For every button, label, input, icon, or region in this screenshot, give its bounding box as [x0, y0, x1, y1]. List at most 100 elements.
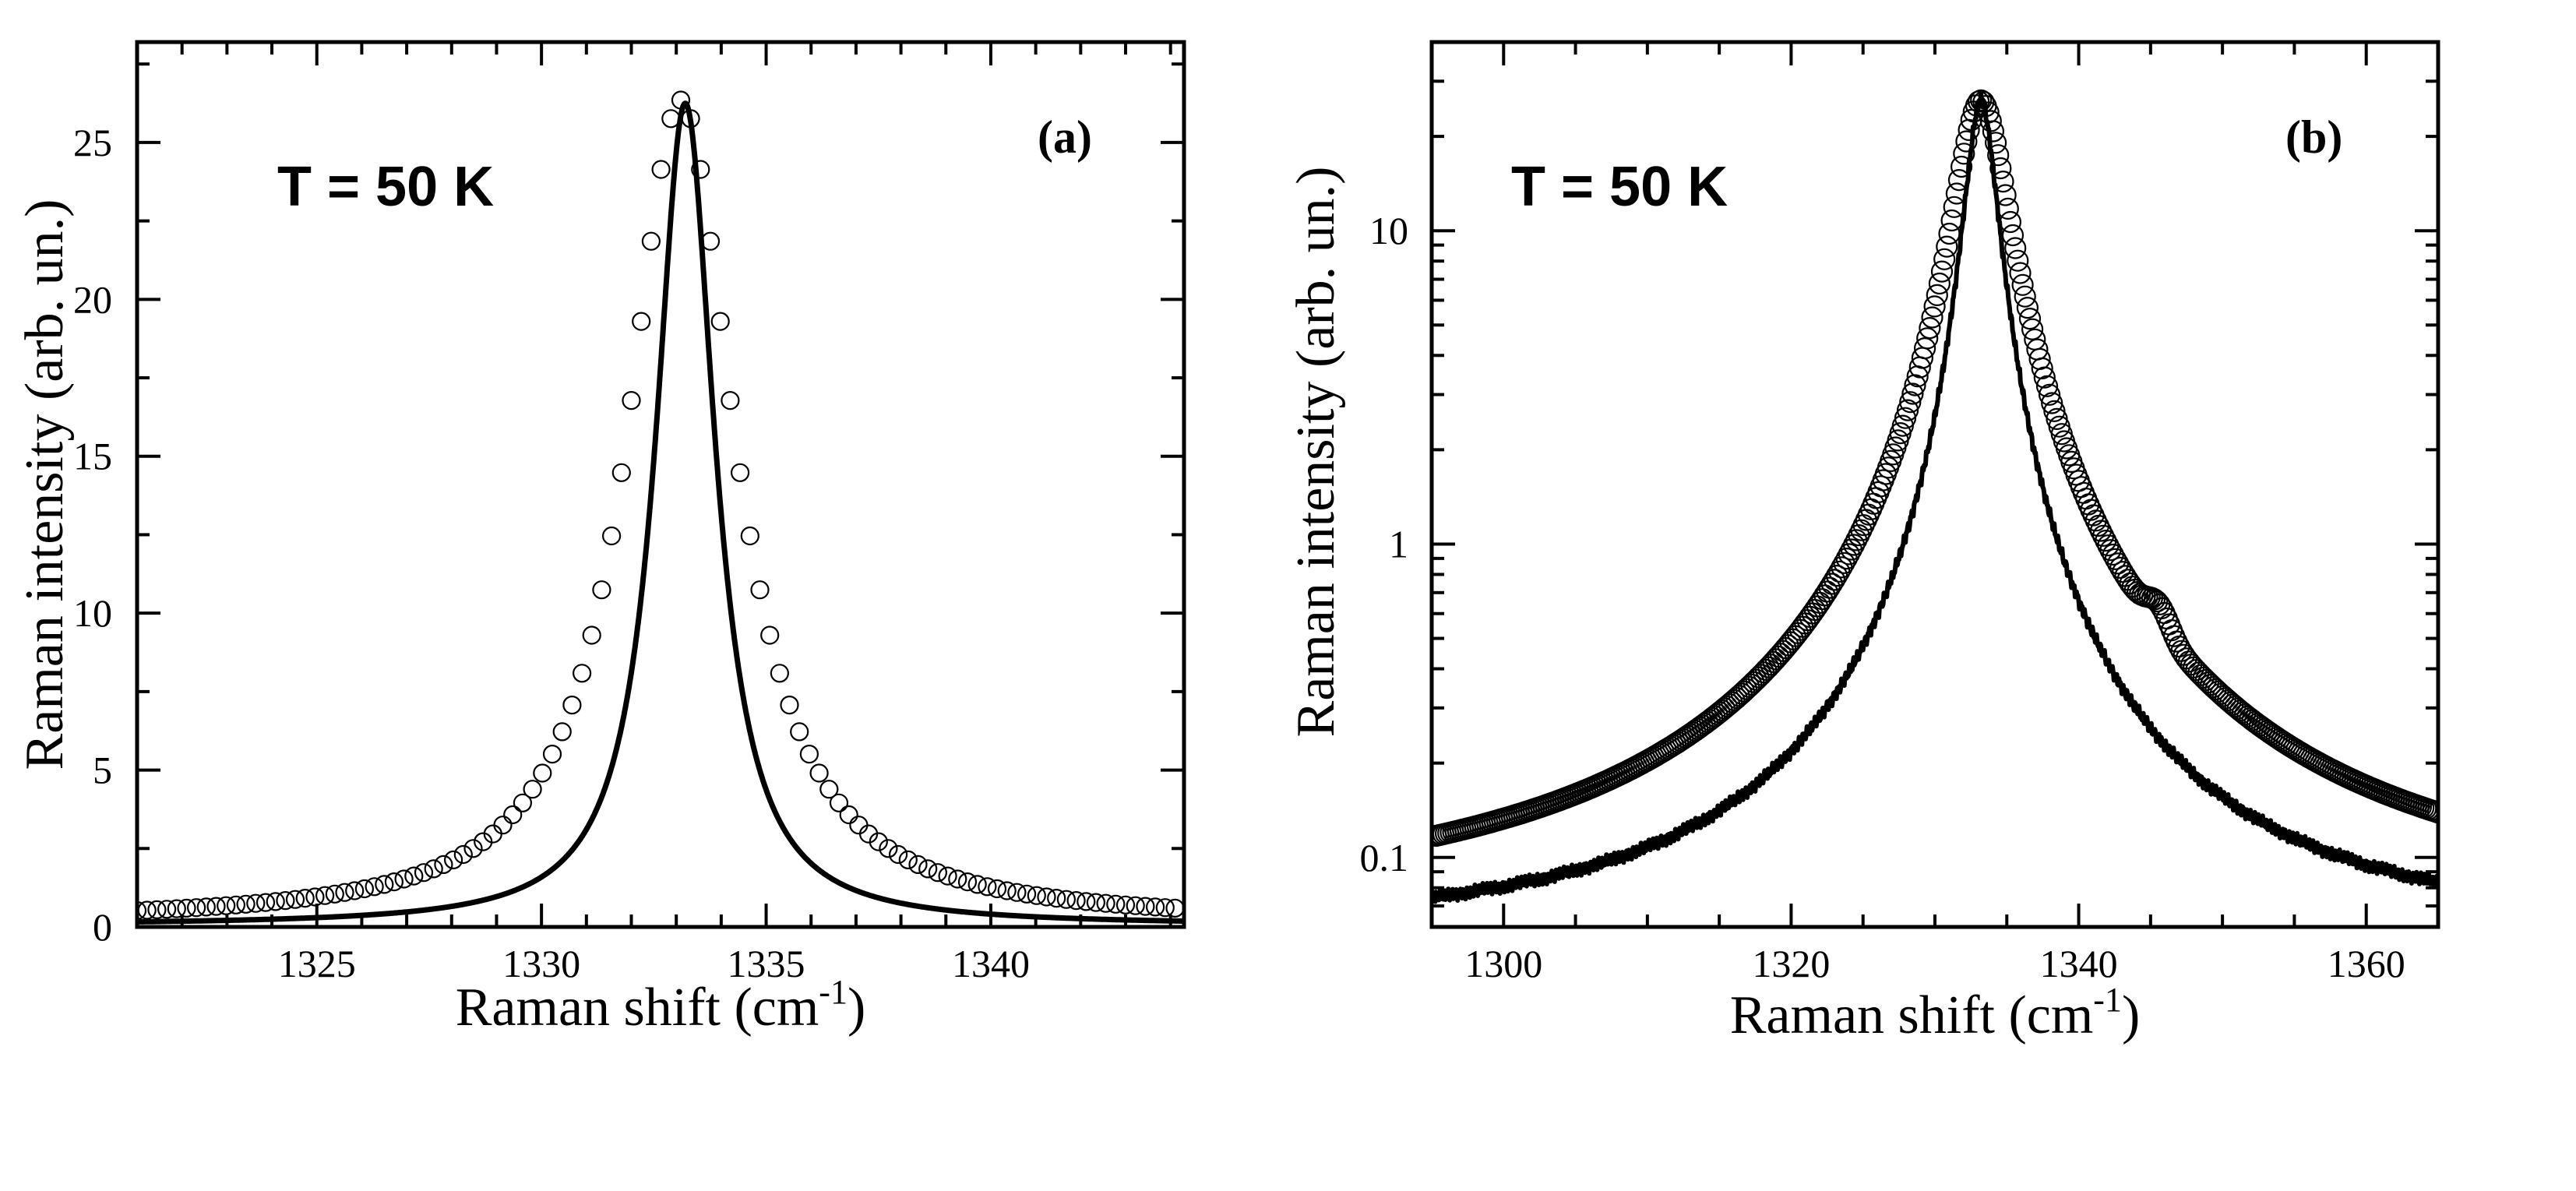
data-point: [879, 839, 898, 858]
x-axis-label-superscript: -1: [2093, 981, 2122, 1019]
x-tick-label: 1330: [502, 942, 580, 985]
data-point: [1136, 897, 1155, 916]
data-point: [187, 898, 206, 918]
data-point: [137, 900, 147, 921]
data-point: [622, 390, 641, 411]
data-point: [443, 850, 463, 870]
x-tick-label: 1340: [952, 942, 1030, 985]
data-point: [167, 899, 186, 918]
data-point: [513, 793, 533, 812]
data-point: [295, 888, 315, 908]
data-point: [1096, 893, 1115, 913]
data-point: [839, 805, 858, 825]
data-point: [315, 886, 335, 905]
data-point: [1813, 584, 1836, 607]
data-point: [1923, 295, 1946, 318]
data-point: [2016, 297, 2039, 319]
data-point: [1921, 306, 1943, 329]
panel-label: (a): [1038, 111, 1092, 163]
data-point: [1027, 886, 1046, 905]
data-point: [2011, 273, 2034, 296]
data-point: [1077, 892, 1096, 911]
data-point: [246, 893, 266, 913]
data-point: [414, 863, 434, 883]
data-point: [849, 816, 869, 835]
data-point: [137, 900, 157, 920]
series-layer: [1432, 89, 2438, 904]
data-point: [1938, 222, 1961, 245]
y-axis-label: Raman intensity (arb. un.): [1286, 167, 1346, 738]
x-tick-label: 1320: [1752, 942, 1830, 985]
data-point: [375, 875, 394, 894]
y-tick-label: 1: [1389, 522, 1408, 566]
panel-label: (b): [2285, 111, 2342, 163]
y-tick-label: 20: [73, 277, 112, 321]
data-point: [1850, 519, 1873, 541]
data-point: [533, 763, 552, 783]
data-point: [2084, 509, 2107, 532]
data-point: [1066, 890, 1086, 911]
data-point: [354, 879, 374, 899]
x-axis-label-text: Raman shift (cm: [1730, 985, 2094, 1045]
data-point: [305, 887, 325, 907]
data-point: [780, 695, 799, 715]
data-point: [1901, 382, 1924, 405]
data-point: [1086, 893, 1106, 912]
x-axis-label-end: ): [2122, 985, 2140, 1045]
data-point: [819, 780, 839, 799]
data-point: [2426, 802, 2438, 824]
data-point: [2087, 514, 2109, 537]
data-point: [2007, 249, 2029, 272]
data-point: [691, 160, 710, 179]
data-point: [829, 793, 849, 812]
data-point: [1970, 89, 1993, 111]
data-point: [542, 744, 562, 764]
data-point: [957, 872, 978, 892]
data-point: [888, 844, 908, 865]
data-point: [226, 895, 245, 914]
data-point: [394, 869, 414, 889]
data-point: [2043, 400, 2066, 422]
x-tick-label: 1300: [1464, 942, 1542, 985]
data-point: [335, 883, 354, 902]
data-point: [582, 625, 601, 645]
data-point: [157, 900, 177, 919]
data-point: [641, 231, 661, 251]
data-point: [948, 869, 967, 889]
y-tick-label: 10: [1369, 209, 1408, 252]
data-point: [424, 859, 443, 879]
data-point: [266, 892, 285, 911]
data-point: [1165, 898, 1184, 918]
data-point: [325, 884, 344, 904]
data-point: [721, 390, 740, 411]
data-point: [1985, 132, 2007, 154]
data-point: [760, 625, 780, 645]
x-tick-label: 1335: [728, 942, 805, 985]
data-point: [365, 877, 384, 897]
data-point: [147, 900, 167, 920]
data-point: [869, 832, 888, 851]
data-point: [2146, 590, 2169, 613]
data-point: [2004, 237, 2027, 259]
data-point: [1155, 898, 1175, 918]
data-point: [2018, 308, 2042, 330]
plot-frame: [135, 40, 1186, 929]
data-point: [908, 854, 928, 875]
data-point: [345, 881, 365, 900]
data-point: [2031, 357, 2053, 379]
y-tick-label: 25: [73, 121, 112, 164]
data-point: [1848, 523, 1870, 547]
data-point: [997, 881, 1017, 900]
data-point: [177, 898, 196, 918]
x-tick-label: 1325: [278, 942, 356, 985]
data-point: [1919, 317, 1941, 340]
x-axis-label: Raman shift (cm-1): [1730, 981, 2141, 1045]
data-point: [503, 805, 523, 825]
plot-area: [137, 90, 1184, 925]
data-point: [1987, 144, 2010, 167]
axis-ticks: 1325 1330 1335 1340 0 5 10 15 20 25: [73, 42, 1184, 985]
data-point: [809, 763, 829, 783]
data-point: [434, 854, 453, 875]
data-point: [1894, 407, 1917, 429]
